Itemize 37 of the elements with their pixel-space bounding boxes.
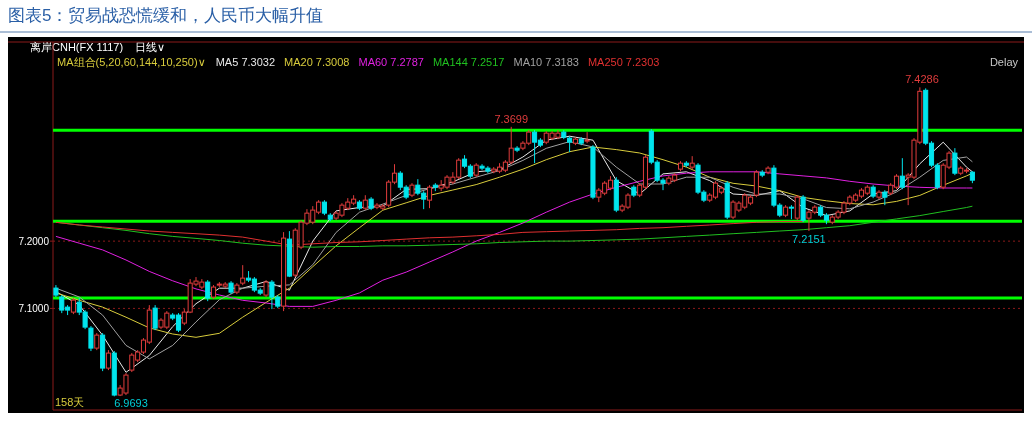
candlestick bbox=[876, 189, 882, 200]
text: MA250 7.2303 bbox=[587, 56, 660, 68]
candlestick bbox=[882, 189, 888, 206]
candlestick bbox=[899, 157, 905, 190]
candlestick bbox=[800, 194, 806, 223]
text: MA5 7.3032 bbox=[215, 56, 276, 68]
text: MA20 7.3008 bbox=[284, 56, 350, 68]
annotation: 日线∨ bbox=[135, 41, 166, 53]
candlestick bbox=[426, 184, 433, 209]
text: MA144 7.2517 bbox=[432, 56, 505, 68]
text: MA10 7.3183 bbox=[513, 56, 579, 68]
annotation: 7.2151 bbox=[792, 232, 826, 245]
candlestick bbox=[234, 282, 240, 295]
candlestick bbox=[514, 145, 520, 153]
y-tick-label: 7.2000 bbox=[18, 236, 50, 248]
candlestick bbox=[584, 131, 590, 144]
y-tick-label: 7.1000 bbox=[18, 303, 50, 315]
candlestick bbox=[952, 147, 958, 176]
candlestick bbox=[765, 165, 771, 175]
text: MA60 7.2787 bbox=[358, 56, 424, 68]
annotation: 7.4286 bbox=[905, 73, 939, 85]
annotation: 7.3699 bbox=[494, 112, 529, 125]
candlestick bbox=[870, 184, 876, 199]
candlestick bbox=[409, 182, 415, 198]
line-series bbox=[55, 171, 973, 307]
candlestick bbox=[590, 144, 596, 200]
chart-subtitle: 离岸CNH(FX 1117) bbox=[30, 41, 124, 53]
annotation: 158天 bbox=[55, 396, 85, 408]
candlestick bbox=[53, 284, 59, 298]
candlestick bbox=[368, 196, 374, 211]
legend-title: MA组合(5,20,60,144,10,250)∨ bbox=[57, 56, 206, 68]
chart-title: 图表5：贸易战恐慌缓和，人民币大幅升值 bbox=[8, 6, 324, 25]
annotation: Delay bbox=[989, 56, 1019, 68]
candlestick bbox=[263, 279, 269, 298]
candlestick bbox=[228, 280, 234, 295]
candlestick bbox=[788, 204, 794, 220]
annotation: 6.9693 bbox=[114, 397, 148, 409]
